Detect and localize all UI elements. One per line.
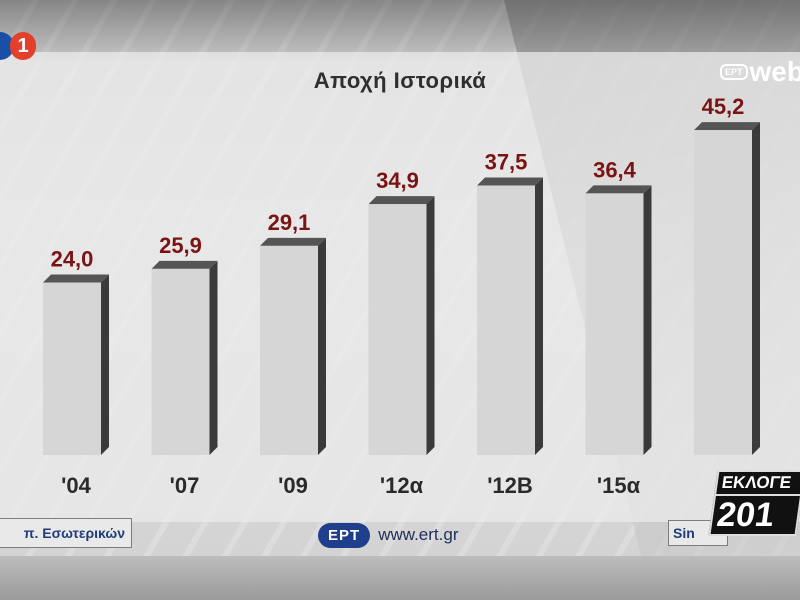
ert-web-logo: ΕΡΤ web bbox=[720, 52, 800, 92]
bar-side-6 bbox=[752, 122, 760, 455]
bottom-band bbox=[0, 556, 800, 600]
tick-label-5: '15α bbox=[597, 473, 641, 498]
tick-label-3: '12α bbox=[380, 473, 424, 498]
ekloges-logo-top: ΕΚΛΟΓΕ bbox=[713, 470, 800, 496]
bar-side-3 bbox=[426, 196, 435, 455]
source-caption-left: π. Εσωτερικών bbox=[0, 518, 132, 548]
bar-top-4 bbox=[477, 177, 543, 186]
chart-title: Αποχή Ιστορικά bbox=[313, 68, 487, 93]
bar-5 bbox=[585, 193, 644, 455]
bar-top-3 bbox=[368, 196, 435, 205]
bar-6 bbox=[694, 130, 752, 455]
channel-logo: 1 bbox=[0, 28, 40, 64]
value-label-6: 45,2 bbox=[702, 94, 745, 119]
ekloges-logo-bottom: 201 bbox=[708, 496, 800, 536]
tick-label-0: '04 bbox=[61, 473, 91, 498]
value-label-5: 36,4 bbox=[593, 157, 637, 182]
tick-label-2: '09 bbox=[278, 473, 308, 498]
ert-web-logo-text: web bbox=[749, 56, 800, 87]
bar-top-1 bbox=[151, 260, 218, 269]
ekloges-logo: ΕΚΛΟΓΕ 201 bbox=[706, 470, 800, 550]
tick-label-4: '12Β bbox=[487, 473, 533, 498]
channel-number: 1 bbox=[10, 32, 36, 60]
value-label-2: 29,1 bbox=[268, 210, 311, 235]
bar-4 bbox=[477, 185, 535, 455]
value-label-1: 25,9 bbox=[159, 233, 202, 258]
bar-0 bbox=[43, 282, 101, 455]
tick-label-1: '07 bbox=[170, 473, 200, 498]
bar-top-6 bbox=[694, 122, 760, 131]
bar-2 bbox=[260, 245, 318, 455]
bar-side-0 bbox=[101, 274, 109, 455]
ert-web-logo-box: ΕΡΤ bbox=[720, 64, 748, 80]
bar-side-5 bbox=[643, 185, 652, 455]
value-label-4: 37,5 bbox=[485, 149, 528, 174]
ert-badge: ΕΡΤ bbox=[318, 522, 371, 548]
ert-url: www.ert.gr bbox=[378, 525, 459, 544]
bar-side-4 bbox=[535, 177, 543, 455]
bar-3 bbox=[368, 204, 427, 455]
bar-top-5 bbox=[585, 185, 652, 194]
bar-1 bbox=[151, 268, 210, 455]
bar-side-1 bbox=[209, 260, 218, 455]
bar-top-0 bbox=[43, 274, 109, 283]
value-label-0: 24,0 bbox=[51, 247, 94, 272]
top-band bbox=[0, 0, 800, 60]
bar-top-2 bbox=[260, 237, 326, 246]
ert-footer: ΕΡΤ www.ert.gr bbox=[318, 520, 458, 550]
value-label-3: 34,9 bbox=[376, 168, 419, 193]
bar-side-2 bbox=[318, 237, 326, 455]
